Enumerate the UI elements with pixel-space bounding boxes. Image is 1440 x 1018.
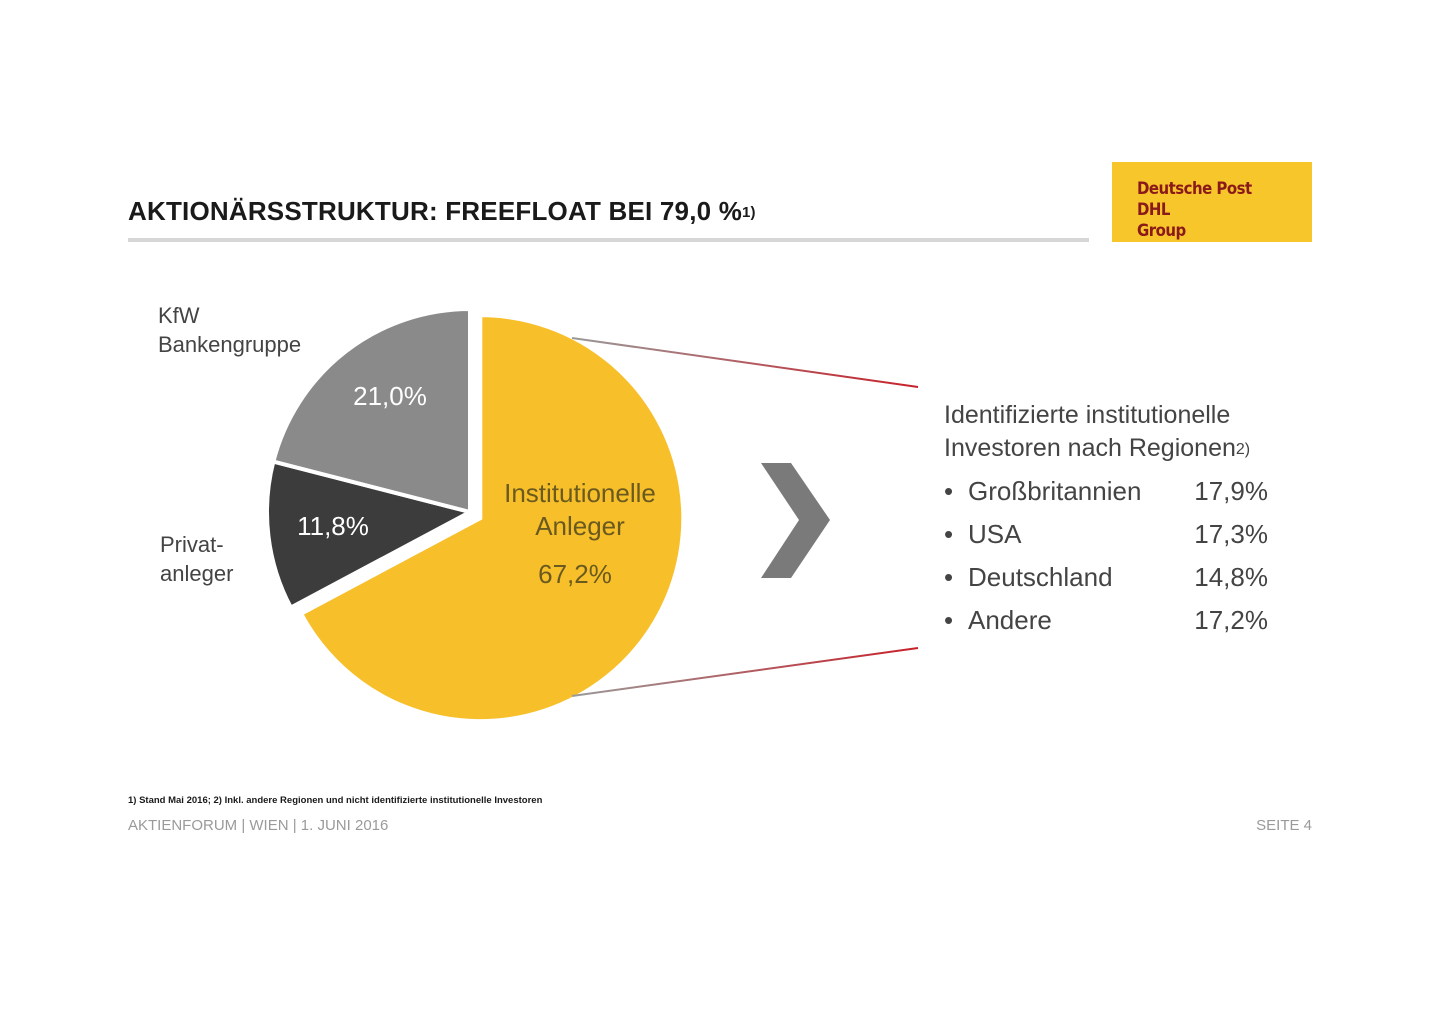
bullet: • — [944, 519, 954, 549]
region-value: 17,3% — [1194, 519, 1268, 549]
slice-name-institutionelle-line2: Anleger — [535, 511, 625, 541]
region-value: 17,2% — [1194, 605, 1268, 635]
region-name: Andere — [968, 605, 1052, 635]
regions-title-line1: Identifizierte institutionelle — [944, 401, 1231, 429]
bullet: • — [944, 562, 954, 592]
title-footnote-marker: 1) — [742, 204, 756, 221]
pie-slice-kfw — [270, 306, 472, 515]
bullet: • — [944, 476, 954, 506]
slice-value-institutionelle: 67,2% — [538, 559, 612, 589]
regions-panel-title: Identifizierte institutionelle Investore… — [944, 399, 1250, 468]
connector-line-top — [571, 337, 919, 388]
slice-name-institutionelle-line1: Institutionelle — [504, 478, 656, 508]
logo-text: Deutsche Post DHL Group — [1137, 179, 1252, 241]
region-row: • Großbritannien 17,9% — [944, 476, 1274, 510]
regions-title-footnote-marker: 2) — [1235, 441, 1251, 458]
slice-value-kfw: 21,0% — [353, 381, 427, 411]
connector-line-bottom — [571, 647, 919, 697]
chevron-right-icon — [761, 463, 830, 578]
footnote: 1) Stand Mai 2016; 2) Inkl. andere Regio… — [128, 795, 543, 806]
label-privatanleger: Privat- anleger — [160, 532, 234, 586]
region-name: Großbritannien — [968, 476, 1142, 506]
deutsche-post-dhl-logo: Deutsche Post DHL Group — [1112, 162, 1312, 242]
slice-value-privat: 11,8% — [297, 511, 369, 541]
region-row: • Deutschland 14,8% — [944, 562, 1274, 596]
page-title: AKTIONÄRSSTRUKTUR: FREEFLOAT BEI 79,0 %1… — [128, 196, 756, 226]
region-name: Deutschland — [968, 562, 1113, 592]
region-row: • Andere 17,2% — [944, 605, 1274, 639]
region-name: USA — [968, 519, 1022, 549]
region-value: 14,8% — [1194, 562, 1268, 592]
region-row: • USA 17,3% — [944, 519, 1274, 553]
region-value: 17,9% — [1194, 476, 1268, 506]
pie-slice-privatanleger — [265, 459, 476, 611]
label-kfw-bankengruppe: KfW Bankengruppe — [158, 303, 302, 357]
bullet: • — [944, 605, 954, 635]
regions-title-line2: Investoren nach Regionen2) — [944, 434, 1251, 462]
pie-slice-institutionelle — [298, 313, 686, 724]
title-divider — [128, 238, 1089, 242]
footer-event-info: AKTIENFORUM | WIEN | 1. JUNI 2016 — [128, 817, 389, 834]
page-number: SEITE 4 — [1256, 817, 1312, 834]
